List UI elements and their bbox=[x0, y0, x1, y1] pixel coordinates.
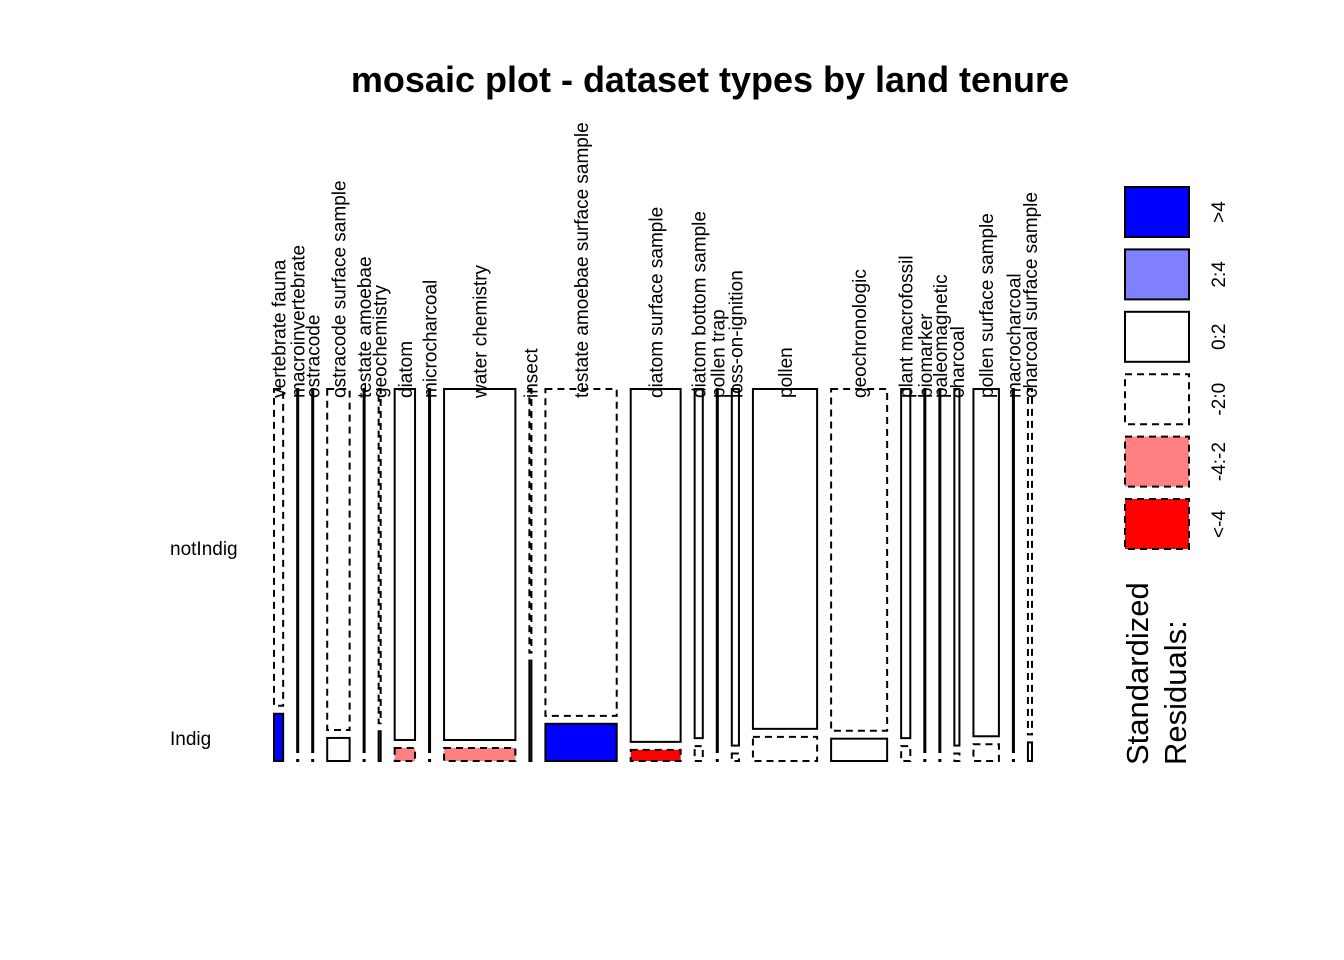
tile-indig-vertebrate-fauna bbox=[273, 712, 285, 763]
tile-notindig-ostracode bbox=[311, 388, 315, 754]
tile-indig-geochronologic bbox=[830, 737, 889, 762]
tile-notindig-plant-macrofossil bbox=[900, 388, 912, 740]
tile-notindig-insect bbox=[528, 388, 533, 654]
tile-indig-pollen-surface-sample bbox=[972, 743, 1000, 763]
row-label-notindig: notIndig bbox=[170, 539, 238, 560]
column-label-geochemistry: geochemistry bbox=[371, 285, 392, 398]
column-label-water-chemistry: water chemistry bbox=[471, 264, 492, 399]
column-label-biomarker: biomarker bbox=[916, 313, 937, 398]
tile-indig-diatom-surface-sample bbox=[629, 748, 682, 763]
tile-notindig-testate-amoebae bbox=[362, 388, 366, 754]
column-label-insect: insect bbox=[521, 348, 542, 398]
column-label-diatom: diatom bbox=[396, 341, 417, 398]
legend-tick-4: -4:-2 bbox=[1209, 442, 1230, 481]
legend-tick-labels: >4 2:4 0:2 -2:0 -4:-2 <-4 bbox=[1209, 201, 1230, 538]
column-label-ostracode-surface-sample: ostracode surface sample bbox=[329, 180, 350, 398]
tile-indig-microcharcoal bbox=[428, 759, 432, 762]
legend-swatch-2 bbox=[1124, 310, 1190, 363]
tile-notindig-paleomagnetic bbox=[938, 388, 942, 754]
tile-indig-macroinvertebrate bbox=[296, 759, 300, 762]
tile-notindig-charcoal bbox=[953, 388, 961, 747]
tile-indig-pollen bbox=[751, 735, 819, 763]
row-label-indig: Indig bbox=[170, 729, 211, 750]
tile-indig-geochemistry bbox=[377, 730, 382, 762]
column-label-geochronologic: geochronologic bbox=[850, 269, 871, 398]
tile-notindig-diatom-surface-sample bbox=[629, 388, 682, 743]
tile-indig-ostracode-surface-sample bbox=[326, 736, 351, 763]
tile-indig-plant-macrofossil bbox=[900, 745, 912, 762]
column-label-pollen-trap: pollen trap bbox=[708, 309, 729, 398]
tile-indig-insect bbox=[528, 659, 533, 762]
column-label-testate-amoebae-surface-sample: testate amoebae surface sample bbox=[572, 122, 593, 398]
column-label-microcharcoal: microcharcoal bbox=[421, 280, 442, 398]
column-label-vertebrate-fauna: vertebrate fauna bbox=[270, 259, 291, 398]
legend-swatch-1 bbox=[1124, 248, 1190, 301]
tile-notindig-loss-on-ignition bbox=[730, 388, 740, 747]
residuals-legend: >4 2:4 0:2 -2:0 -4:-2 <-4 Standardized Residu… bbox=[1120, 186, 1230, 765]
legend-tick-3: -2:0 bbox=[1209, 383, 1230, 416]
legend-swatch-4 bbox=[1124, 435, 1190, 488]
tile-notindig-biomarker bbox=[923, 388, 927, 754]
column-label-diatom-bottom-sample: diatom bottom sample bbox=[690, 211, 711, 398]
column-label-charcoal-surface-sample: charcoal surface sample bbox=[1021, 192, 1042, 398]
tile-notindig-water-chemistry bbox=[443, 388, 517, 741]
tile-indig-diatom-bottom-sample bbox=[693, 745, 704, 762]
legend-tick-1: 2:4 bbox=[1209, 261, 1230, 288]
tile-indig-diatom bbox=[393, 746, 417, 762]
tile-indig-charcoal-surface-sample bbox=[1026, 741, 1034, 763]
tile-notindig-geochronologic bbox=[830, 388, 889, 732]
column-label-macroinvertebrate: macroinvertebrate bbox=[289, 245, 310, 398]
tile-notindig-diatom bbox=[393, 388, 417, 741]
tile-notindig-ostracode-surface-sample bbox=[326, 388, 351, 731]
legend-title-line2: Residuals: bbox=[1158, 620, 1193, 765]
column-label-charcoal: charcoal bbox=[948, 326, 969, 398]
column-label-pollen: pollen bbox=[776, 347, 797, 398]
tile-notindig-macroinvertebrate bbox=[296, 388, 300, 754]
legend-tick-2: 0:2 bbox=[1209, 324, 1230, 350]
tile-indig-testate-amoebae-surface-sample bbox=[544, 722, 618, 762]
tile-notindig-microcharcoal bbox=[428, 388, 432, 754]
tile-indig-charcoal bbox=[953, 752, 961, 762]
tile-notindig-geochemistry bbox=[377, 388, 382, 725]
tile-indig-macrocharcoal bbox=[1011, 759, 1015, 762]
legend-title-line1: Standardized bbox=[1120, 582, 1155, 765]
tile-indig-testate-amoebae bbox=[362, 759, 366, 762]
tile-notindig-macrocharcoal bbox=[1011, 388, 1015, 754]
column-label-paleomagnetic: paleomagnetic bbox=[931, 274, 952, 398]
column-label-diatom-surface-sample: diatom surface sample bbox=[647, 207, 668, 398]
legend-swatch-0 bbox=[1124, 186, 1190, 238]
legend-swatch-3 bbox=[1124, 373, 1190, 426]
tile-notindig-diatom-bottom-sample bbox=[693, 388, 704, 740]
column-label-ostracode: ostracode bbox=[304, 315, 325, 398]
legend-tick-0: >4 bbox=[1209, 201, 1230, 223]
column-label-pollen-surface-sample: pollen surface sample bbox=[977, 213, 998, 398]
tile-indig-water-chemistry bbox=[443, 746, 517, 762]
legend-boxes bbox=[1124, 186, 1190, 550]
tile-notindig-charcoal-surface-sample bbox=[1026, 388, 1034, 736]
tile-notindig-pollen bbox=[751, 388, 819, 730]
chart-title: mosaic plot - dataset types by land tenu… bbox=[351, 59, 1069, 100]
tile-notindig-pollen-trap bbox=[715, 388, 719, 754]
tile-indig-paleomagnetic bbox=[938, 759, 942, 762]
column-label-loss-on-ignition: loss-on-ignition bbox=[726, 270, 747, 398]
tile-notindig-testate-amoebae-surface-sample bbox=[544, 388, 618, 717]
tile-indig-loss-on-ignition bbox=[730, 752, 740, 762]
legend-swatch-5 bbox=[1124, 498, 1190, 550]
column-label-plant-macrofossil: plant macrofossil bbox=[897, 255, 918, 398]
legend-tick-5: <-4 bbox=[1209, 510, 1230, 538]
mosaic-tiles bbox=[273, 388, 1034, 763]
column-labels: vertebrate faunamacroinvertebrateostraco… bbox=[270, 122, 1042, 399]
column-label-testate-amoebae: testate amoebae bbox=[355, 256, 376, 398]
tile-notindig-pollen-surface-sample bbox=[972, 388, 1000, 738]
column-label-macrocharcoal: macrocharcoal bbox=[1004, 273, 1025, 398]
tile-indig-biomarker bbox=[923, 759, 927, 762]
tile-indig-ostracode bbox=[311, 759, 315, 762]
tile-notindig-vertebrate-fauna bbox=[273, 388, 285, 707]
tile-indig-pollen-trap bbox=[715, 759, 719, 762]
